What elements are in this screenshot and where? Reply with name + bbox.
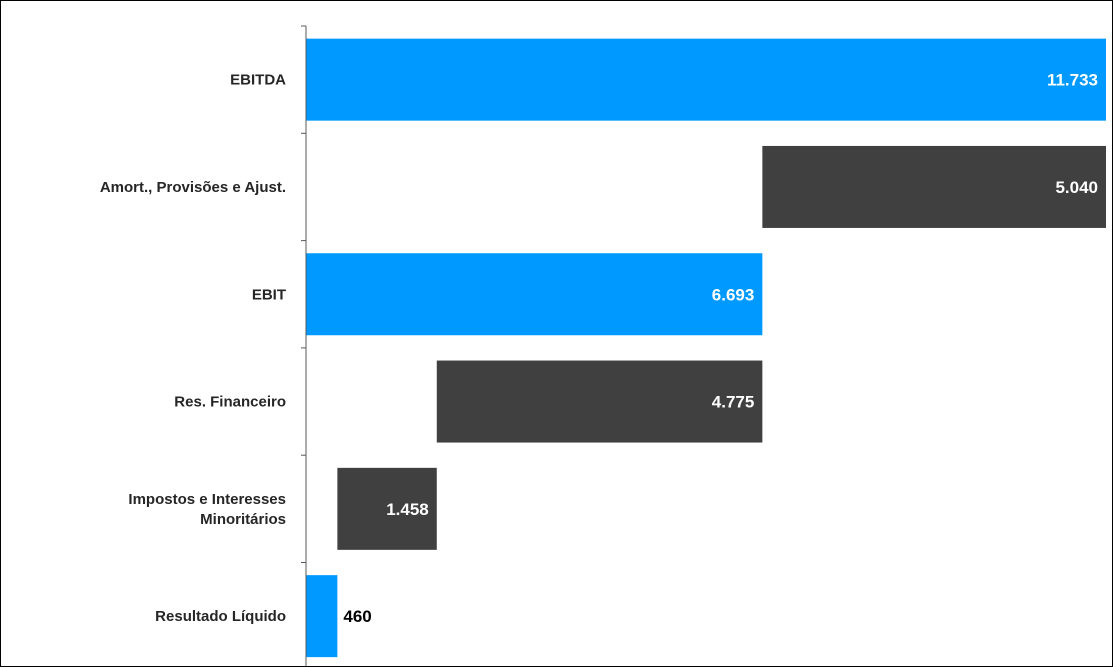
bar-3 — [436, 360, 763, 443]
bar-2 — [306, 253, 763, 336]
category-label-0: EBITDA — [230, 72, 286, 89]
bar-4 — [337, 467, 437, 550]
value-label-5: 460 — [343, 607, 371, 626]
category-label-5: Resultado Líquido — [155, 608, 286, 625]
bar-1 — [762, 145, 1106, 228]
value-label-3: 4.775 — [712, 393, 755, 412]
value-label-4: 1.458 — [386, 500, 429, 519]
category-label-3: Res. Financeiro — [174, 394, 286, 411]
value-label-2: 6.693 — [712, 285, 755, 304]
value-label-1: 5.040 — [1055, 178, 1098, 197]
category-label-2: EBIT — [252, 286, 286, 303]
value-label-0: 11.733 — [1047, 71, 1098, 90]
category-label-4: Impostos e Interesses Minoritários — [128, 491, 286, 528]
category-label-1: Amort., Provisões e Ajust. — [100, 179, 286, 196]
bar-0 — [306, 38, 1106, 121]
bar-5 — [306, 575, 338, 658]
